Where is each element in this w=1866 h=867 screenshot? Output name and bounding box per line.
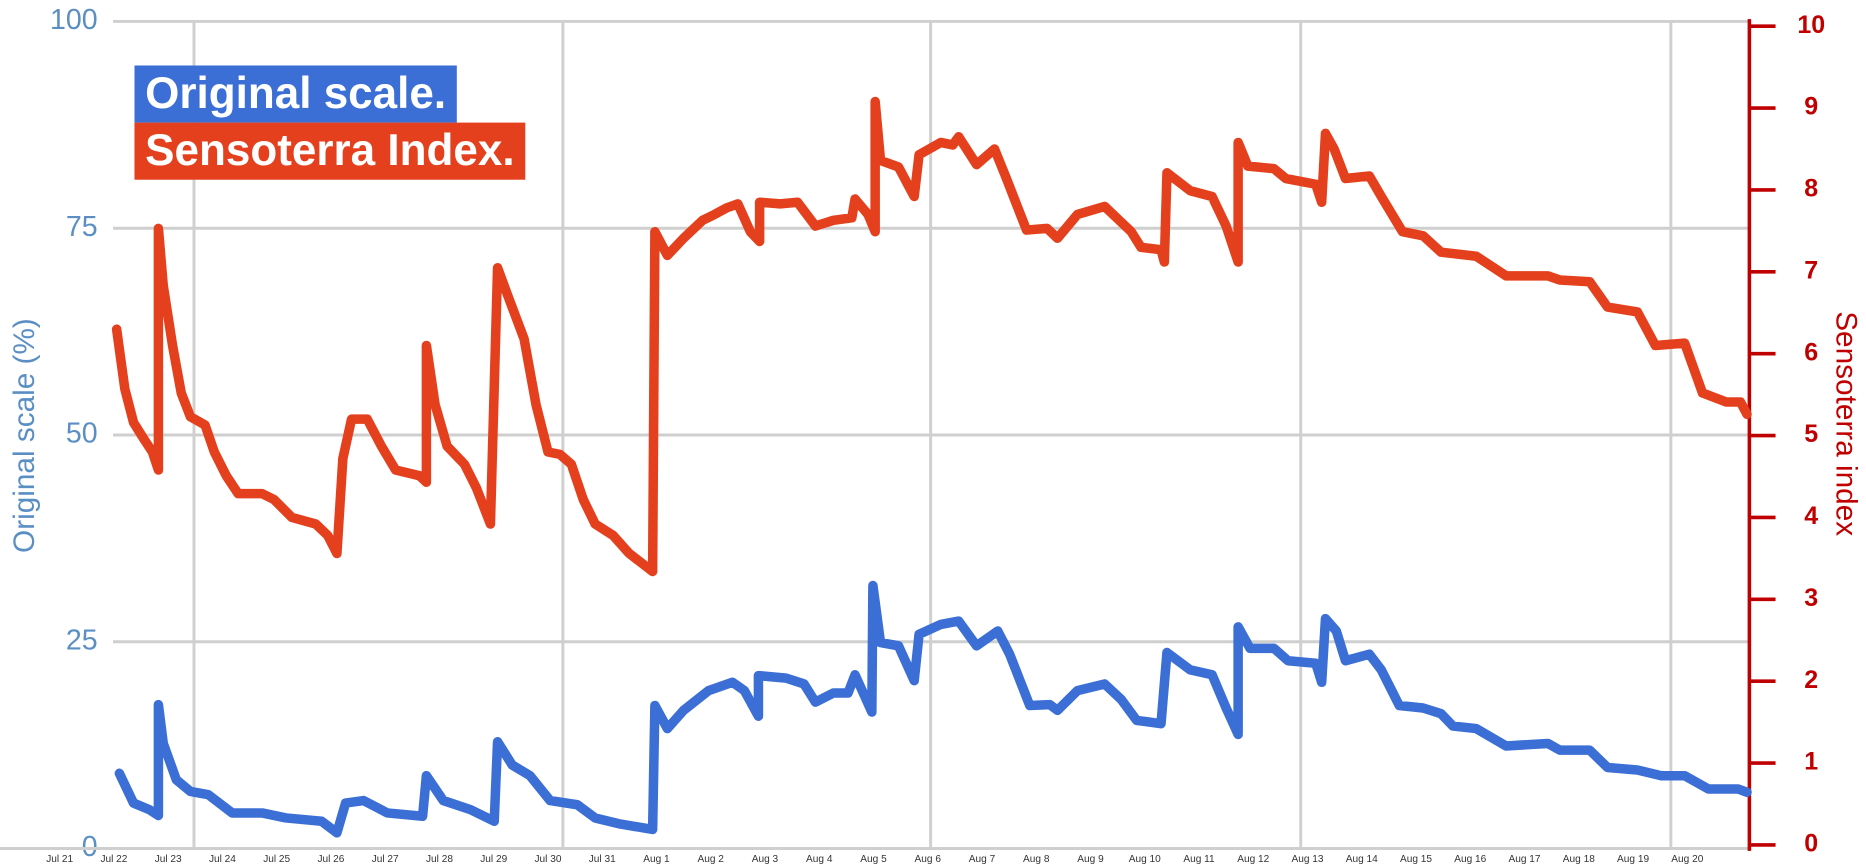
x-tick-label: Jul 31 bbox=[589, 854, 616, 865]
y2-tick-label: 1 bbox=[1804, 748, 1818, 776]
x-tick-label: Aug 20 bbox=[1671, 854, 1703, 865]
x-tick-label: Aug 1 bbox=[643, 854, 670, 865]
x-tick-label: Aug 19 bbox=[1617, 854, 1649, 865]
x-tick-label: Jul 26 bbox=[317, 854, 344, 865]
x-tick-label: Aug 18 bbox=[1563, 854, 1595, 865]
x-tick-label: Jul 21 bbox=[46, 854, 73, 865]
y2-tick-label: 9 bbox=[1804, 93, 1818, 121]
x-tick-label: Aug 4 bbox=[806, 854, 833, 865]
x-tick-label: Aug 8 bbox=[1023, 854, 1050, 865]
y2-tick-label: 0 bbox=[1804, 830, 1818, 858]
x-tick-label: Aug 13 bbox=[1292, 854, 1324, 865]
y2-tick-label: 7 bbox=[1804, 256, 1818, 284]
x-tick-label: Aug 15 bbox=[1400, 854, 1432, 865]
x-tick-label: Aug 12 bbox=[1237, 854, 1269, 865]
legend-swatch bbox=[134, 65, 457, 123]
y2-tick-label: 10 bbox=[1797, 11, 1825, 39]
series-line bbox=[111, 96, 1752, 577]
series-line bbox=[114, 580, 1752, 838]
legend-swatch bbox=[134, 122, 526, 180]
y2-tick-label: 2 bbox=[1804, 666, 1818, 694]
x-tick-label: Jul 29 bbox=[480, 854, 507, 865]
x-tick-label: Aug 16 bbox=[1454, 854, 1486, 865]
x-tick-label: Aug 3 bbox=[752, 854, 779, 865]
x-tick-label: Aug 6 bbox=[915, 854, 942, 865]
legend-label: Sensoterra Index. bbox=[145, 126, 514, 175]
y2-axis-label: Sensoterra index bbox=[1830, 311, 1863, 536]
y-tick-label: 50 bbox=[66, 418, 98, 450]
x-tick-label: Jul 30 bbox=[534, 854, 561, 865]
legend-item: Original scale. bbox=[134, 65, 457, 123]
y2-tick-label: 5 bbox=[1804, 420, 1818, 448]
y-tick-label: 100 bbox=[50, 4, 98, 36]
x-tick-label: Jul 27 bbox=[372, 854, 399, 865]
y-axis-label: Original scale (%) bbox=[8, 318, 41, 553]
y-tick-label: 75 bbox=[66, 211, 98, 243]
x-tick-label: Jul 28 bbox=[426, 854, 453, 865]
x-tick-label: Aug 14 bbox=[1346, 854, 1378, 865]
x-tick-label: Jul 22 bbox=[100, 854, 127, 865]
legend-label: Original scale. bbox=[145, 69, 446, 118]
y2-tick-label: 8 bbox=[1804, 175, 1818, 203]
x-tick-label: Aug 2 bbox=[698, 854, 725, 865]
y2-tick-label: 6 bbox=[1804, 338, 1818, 366]
x-tick-label: Jul 25 bbox=[263, 854, 290, 865]
x-tick-label: Aug 7 bbox=[969, 854, 996, 865]
legend-item: Sensoterra Index. bbox=[134, 122, 526, 180]
x-tick-label: Jul 24 bbox=[209, 854, 236, 865]
x-tick-label: Aug 11 bbox=[1183, 854, 1215, 865]
x-tick-label: Aug 9 bbox=[1077, 854, 1104, 865]
x-tick-label: Aug 17 bbox=[1509, 854, 1541, 865]
y-tick-label: 25 bbox=[66, 624, 98, 656]
y2-tick-label: 4 bbox=[1804, 502, 1818, 530]
x-tick-label: Aug 5 bbox=[860, 854, 887, 865]
x-tick-label: Jul 23 bbox=[155, 854, 182, 865]
y2-tick-label: 3 bbox=[1804, 584, 1818, 612]
x-tick-label: Aug 10 bbox=[1129, 854, 1161, 865]
